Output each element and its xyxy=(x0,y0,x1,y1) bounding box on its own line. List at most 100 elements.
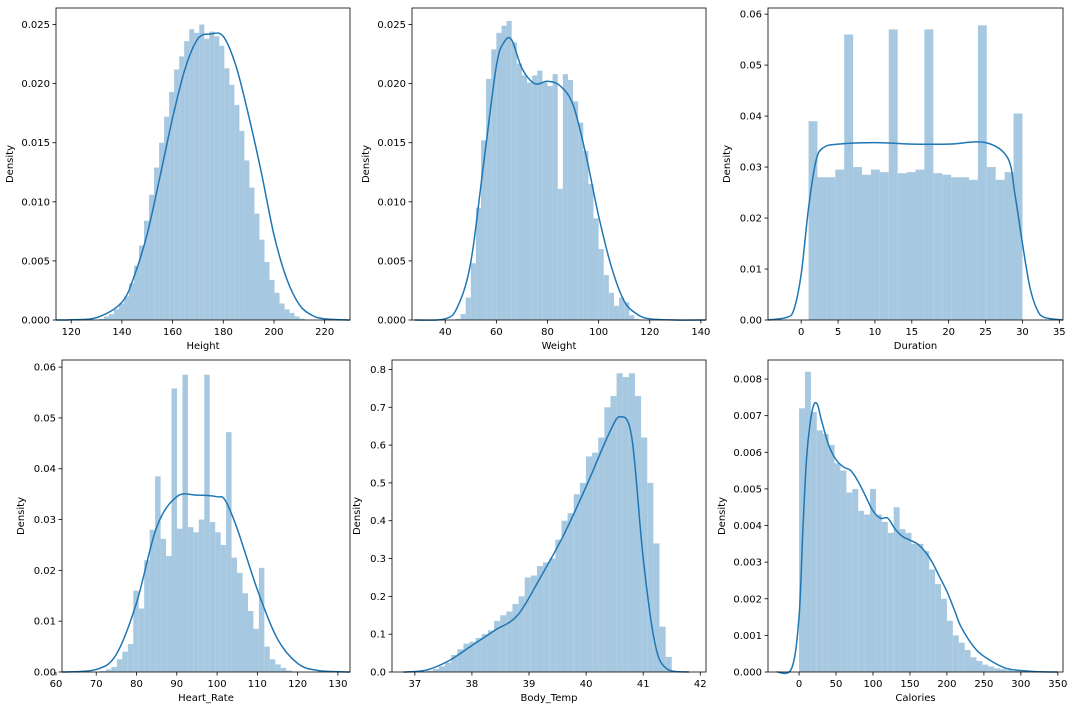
histogram-bar xyxy=(552,74,558,321)
histogram-bar xyxy=(579,482,586,672)
histogram-bar xyxy=(598,249,604,320)
y-tick-label: 0.8 xyxy=(370,365,386,376)
y-tick-label: 0.025 xyxy=(377,20,406,31)
histogram-bar xyxy=(226,432,232,672)
y-tick-label: 0.03 xyxy=(34,515,56,526)
histogram-bar xyxy=(164,116,170,320)
histogram-bar xyxy=(641,437,648,672)
histogram-bar xyxy=(275,664,281,672)
histogram-bar xyxy=(933,173,943,320)
subplot-heart_rate: 60 70 80 90 100 110 120 130 0.00 0.01 0.02 0.03 0.04… xyxy=(16,359,351,704)
histogram-bar xyxy=(475,637,482,672)
y-axis-label: Density xyxy=(5,145,16,183)
histogram-bar xyxy=(573,494,580,672)
x-tick-label: 25 xyxy=(979,327,992,338)
histogram-bar xyxy=(634,318,640,320)
histogram-bar xyxy=(506,611,513,672)
axes-frame xyxy=(61,359,351,673)
histogram-bar xyxy=(622,377,629,672)
histogram-bar xyxy=(542,82,548,320)
histogram-bar xyxy=(189,29,195,321)
x-tick-label: 40 xyxy=(439,327,452,338)
subplot-calories: 0 50 100 150 200 250 300 350 0.000 0.001 0.002 0.00… xyxy=(717,359,1067,704)
histogram-bar xyxy=(970,657,977,672)
histogram-bar xyxy=(864,514,871,672)
histogram-bar xyxy=(923,551,930,672)
y-tick-label: 0.03 xyxy=(740,163,762,174)
histogram-bar xyxy=(665,656,672,672)
histogram-bar xyxy=(457,649,464,672)
histogram-bar xyxy=(616,373,623,672)
histogram-bar xyxy=(555,539,562,672)
x-axis-label: Body_Temp xyxy=(521,693,578,704)
histogram-bar xyxy=(982,664,989,672)
histogram-bar xyxy=(994,668,1001,672)
y-tick-label: 0.04 xyxy=(740,112,762,123)
histogram-bar xyxy=(506,21,512,320)
histogram-bar xyxy=(160,538,167,672)
histogram-bar xyxy=(537,70,543,320)
histogram-bar xyxy=(804,371,811,672)
y-tick-label: 0.006 xyxy=(733,448,762,459)
histogram-bar xyxy=(634,395,642,672)
histogram-bar xyxy=(828,444,835,672)
x-axis-label: Calories xyxy=(895,693,935,704)
x-tick-label: 39 xyxy=(523,679,536,690)
y-tick-label: 0.004 xyxy=(733,521,762,532)
histogram-bar xyxy=(608,292,614,320)
histogram-bar xyxy=(451,654,458,672)
histogram-bar xyxy=(924,29,934,320)
histogram-bar xyxy=(460,314,466,320)
x-tick-label: 10 xyxy=(869,327,882,338)
x-tick-label: 35 xyxy=(1053,327,1066,338)
y-axis-label: Density xyxy=(717,497,728,535)
x-tick-label: 15 xyxy=(905,327,918,338)
x-tick-label: 120 xyxy=(288,679,307,690)
histogram-bar xyxy=(629,315,635,320)
y-tick-label: 0.02 xyxy=(34,566,56,577)
histogram-bar xyxy=(193,532,199,672)
y-axis-label: Density xyxy=(361,145,372,183)
histogram-bar xyxy=(237,572,243,672)
y-tick-label: 0.010 xyxy=(377,197,406,208)
histogram-bar xyxy=(887,532,894,672)
histogram-bar xyxy=(138,608,145,672)
histogram-bar xyxy=(166,556,172,672)
axes-frame xyxy=(411,7,707,321)
y-tick-label: 0.003 xyxy=(733,558,762,569)
x-tick-label: 100 xyxy=(863,679,882,690)
histogram-bar xyxy=(470,263,476,320)
histogram-bar xyxy=(870,169,880,320)
histogram-bar xyxy=(561,520,568,672)
histogram-bar xyxy=(557,188,563,320)
x-tick-label: 90 xyxy=(170,679,183,690)
histogram-bar xyxy=(438,666,446,672)
subplot-height: 120 140 160 180 200 220 0.000 0.005 0.010 0.015 0.… xyxy=(5,7,351,352)
y-tick-label: 0.005 xyxy=(377,256,406,267)
histogram-bar xyxy=(432,668,439,672)
histogram-bar xyxy=(578,122,584,320)
histogram-bar xyxy=(875,514,882,672)
y-tick-label: 0.06 xyxy=(34,363,56,374)
histogram-bar xyxy=(469,641,476,672)
histogram-bar xyxy=(893,507,900,672)
histogram-bar xyxy=(491,49,497,321)
y-tick-label: 0.06 xyxy=(740,10,762,21)
x-axis-label: Heart_Rate xyxy=(178,693,234,704)
x-tick-label: 0 xyxy=(798,327,804,338)
histogram-bar xyxy=(846,492,853,672)
axes-frame xyxy=(391,359,707,673)
histogram-bar xyxy=(220,544,227,672)
histogram-bar xyxy=(176,528,183,672)
histogram-bar xyxy=(941,598,947,672)
axes-frame xyxy=(767,359,1064,673)
histogram-bar xyxy=(915,169,925,320)
histogram-bar xyxy=(844,34,854,320)
histogram-bar xyxy=(182,374,188,672)
kde-curve xyxy=(767,141,1064,321)
kde-curve xyxy=(414,36,707,321)
y-tick-label: 0.000 xyxy=(21,316,50,327)
histogram-bar xyxy=(280,667,287,672)
histogram-bar xyxy=(169,91,175,320)
